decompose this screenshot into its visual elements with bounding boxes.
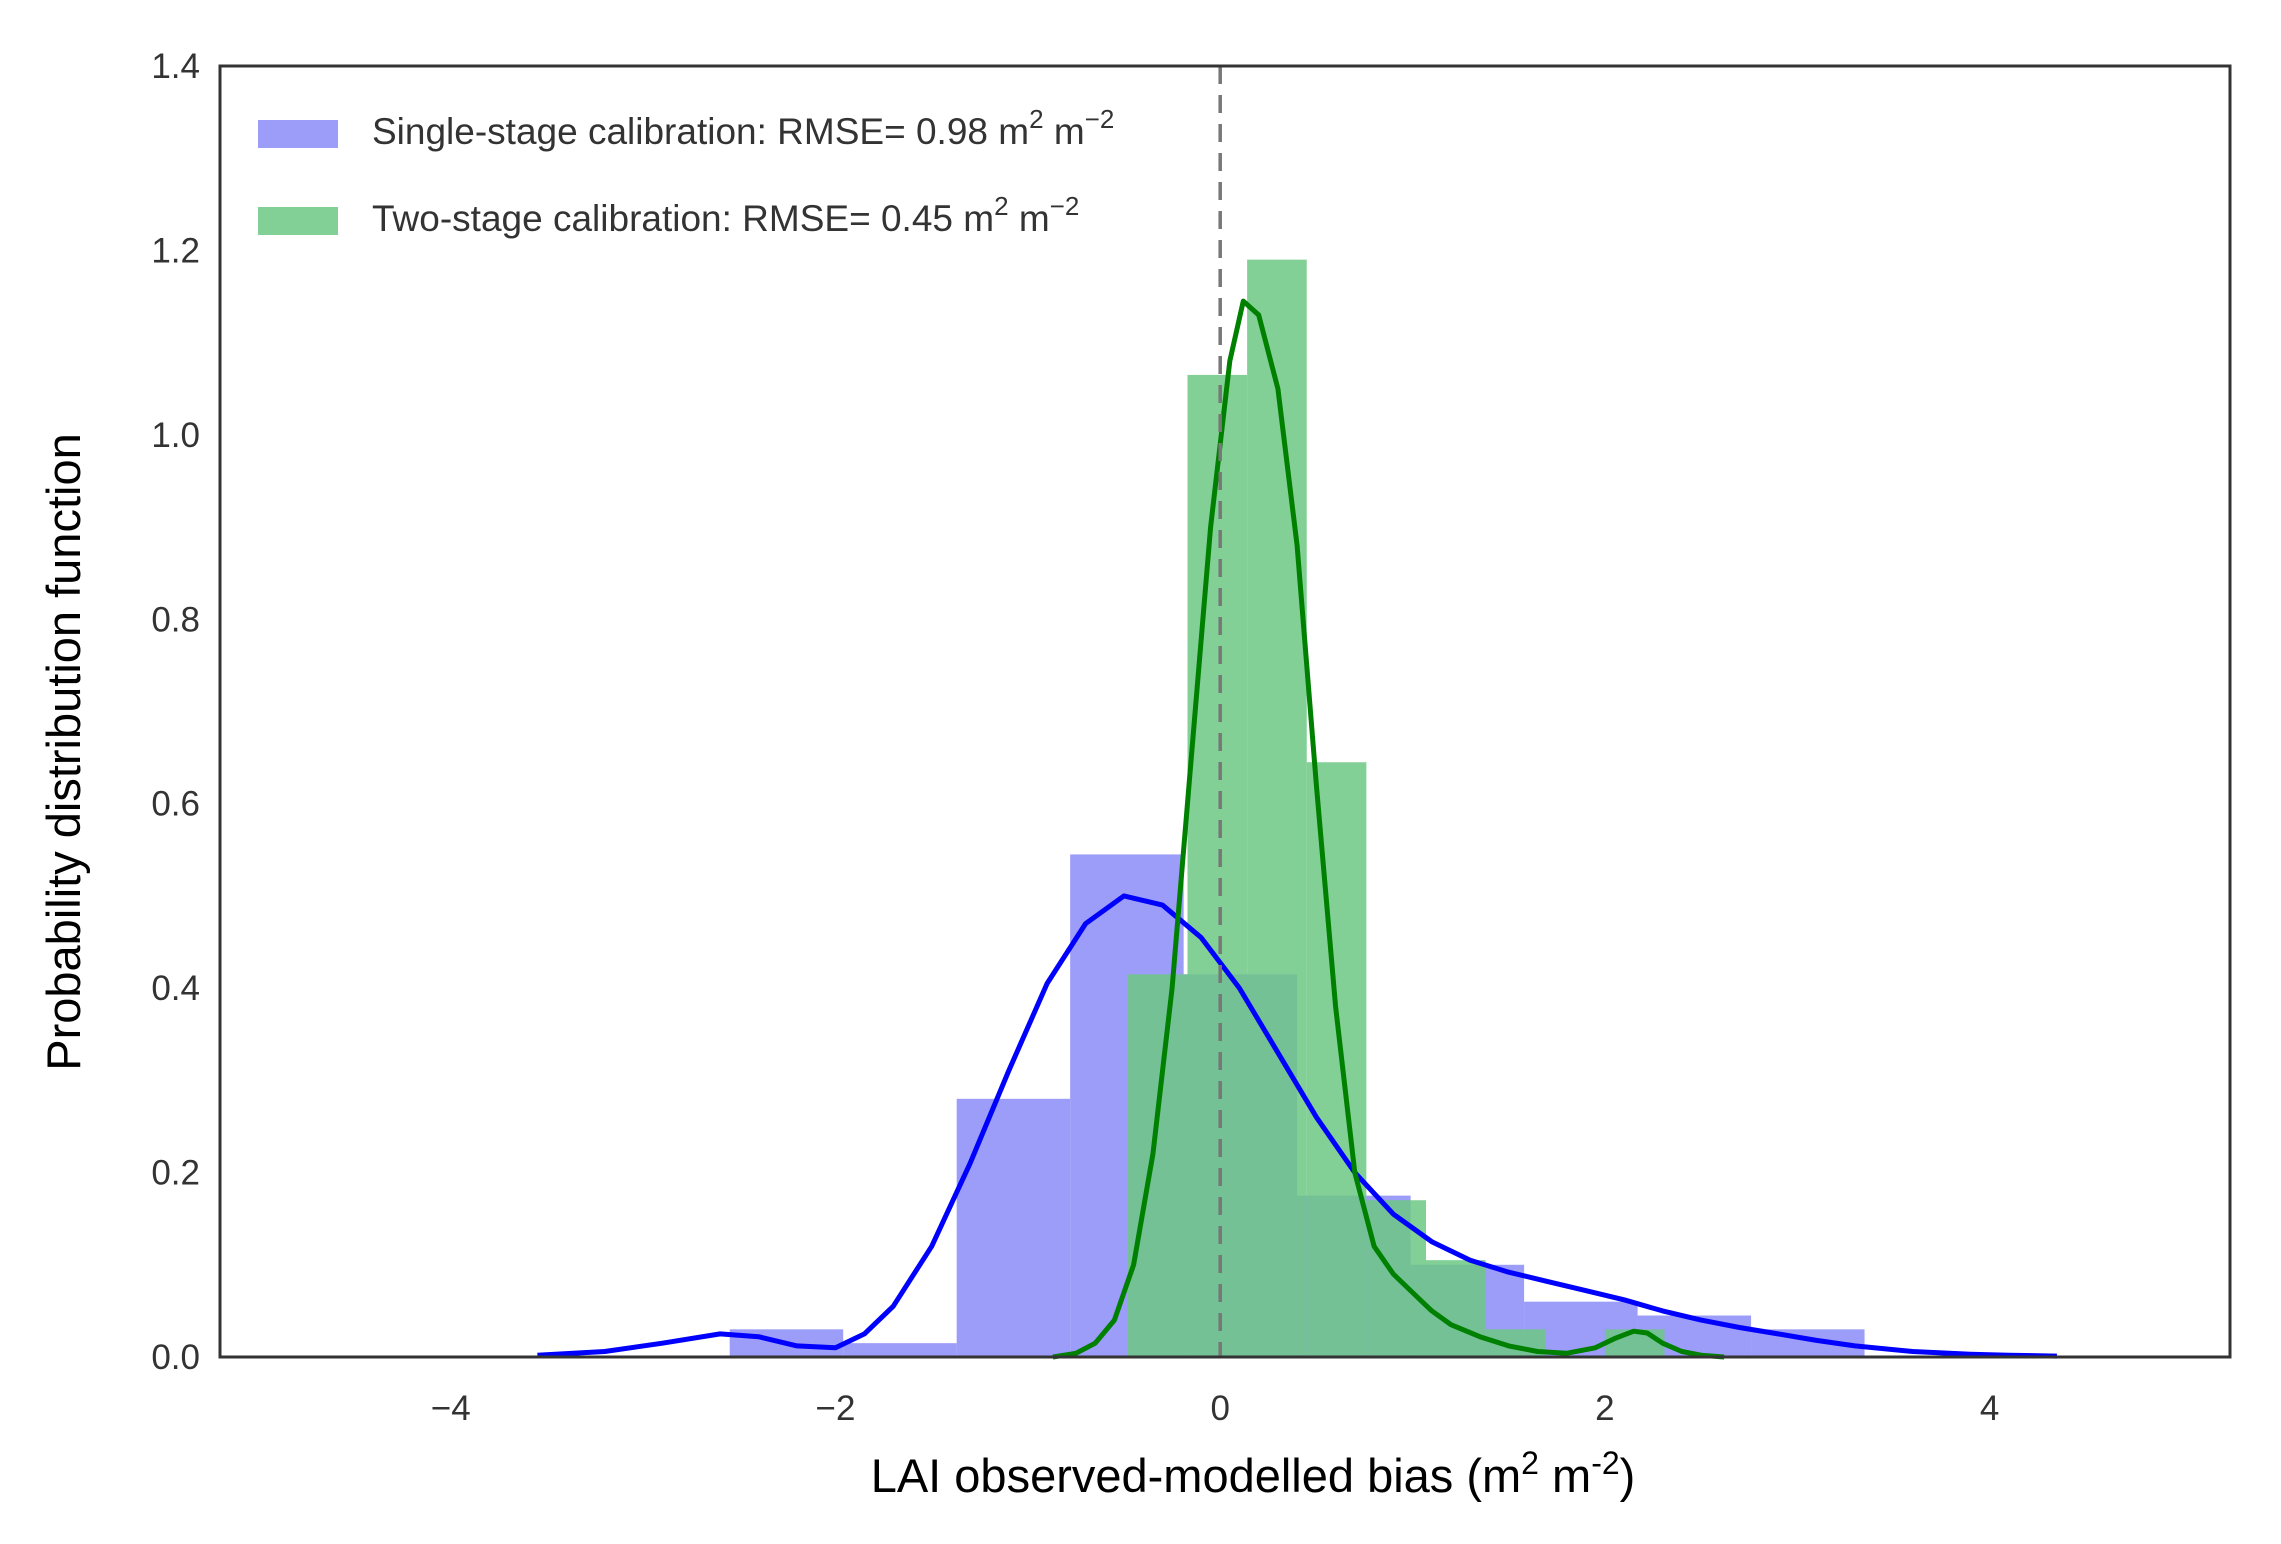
legend-swatch-single-stage [258,120,338,148]
y-tick-label-6: 1.2 [151,231,200,270]
y-tick-label-5: 1.0 [151,416,200,455]
hist-bar-two-stage-3 [1306,762,1367,1357]
kde-line-two-stage [1052,298,1725,1360]
hist-bar-two-stage-0 [1127,974,1188,1357]
y-tick-label-2: 0.4 [151,969,200,1008]
x-axis-label: LAI observed-modelled bias (m2 m-2) [871,1445,1636,1502]
y-axis-label: Probability distribution function [37,433,90,1070]
kde-layer [537,298,2057,1360]
hist-bar-two-stage-8 [1604,1329,1665,1357]
x-tick-label-2: 0 [1210,1389,1229,1428]
tick-layer: −4 −2 0 2 4 0.0 0.2 0.4 0.6 0.8 1.0 1.2 1.4 [151,47,1999,1428]
kde-line-single-stage [537,893,2057,1359]
x-tick-label-1: −2 [816,1389,856,1428]
x-tick-label-4: 4 [1980,1389,1999,1428]
hist-bar-two-stage-5 [1426,1260,1486,1357]
plot-frame [218,64,2232,1359]
legend-swatch-two-stage [258,207,338,235]
y-tick-label-0: 0.0 [151,1338,200,1377]
y-tick-label-4: 0.8 [151,600,200,639]
legend-label-two-stage: Two-stage calibration: RMSE= 0.45 m2 m−2 [372,191,1079,239]
hist-bar-single-stage-1 [843,1343,957,1357]
y-tick-label-7: 1.4 [151,47,200,86]
hist-bar-single-stage-2 [956,1098,1071,1357]
y-tick-label-3: 0.6 [151,785,200,824]
legend: Single-stage calibration: RMSE= 0.98 m2 … [258,104,1114,239]
histogram-layer [729,259,1865,1357]
y-tick-label-1: 0.2 [151,1154,200,1193]
legend-label-single-stage: Single-stage calibration: RMSE= 0.98 m2 … [372,104,1114,152]
hist-bar-two-stage-2 [1247,259,1307,1357]
x-tick-label-0: −4 [431,1389,471,1428]
hist-bar-two-stage-1 [1187,374,1248,1357]
x-tick-label-3: 2 [1595,1389,1614,1428]
